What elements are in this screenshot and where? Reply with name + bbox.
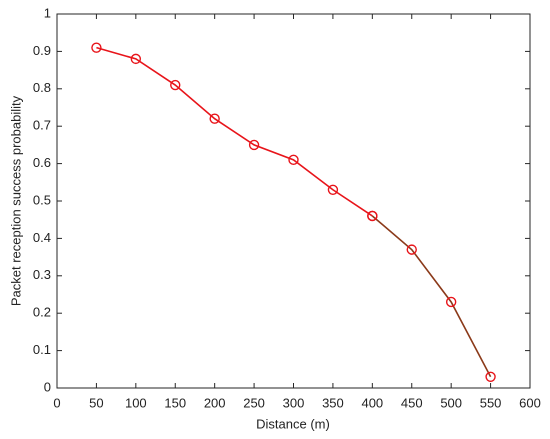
- y-axis-label: Packet reception success probability: [8, 95, 23, 306]
- data-marker: [130, 53, 142, 65]
- x-tick-label: 350: [322, 395, 344, 410]
- x-axis-label: Distance (m): [256, 416, 330, 431]
- x-tick-label: 100: [125, 395, 147, 410]
- x-tick-label: 450: [401, 395, 423, 410]
- plot-frame: [56, 13, 531, 389]
- x-tick-label: 50: [89, 395, 103, 410]
- data-marker: [406, 244, 417, 255]
- y-tick-label: 0.3: [33, 267, 51, 282]
- x-tick-label: 150: [164, 395, 186, 410]
- x-tick-label: 400: [361, 395, 383, 410]
- y-tick-label: 1: [44, 5, 51, 20]
- y-tick-label: 0.7: [33, 118, 51, 133]
- data-marker: [170, 79, 181, 91]
- data-marker: [327, 184, 339, 195]
- data-marker: [445, 296, 457, 308]
- data-marker: [248, 139, 260, 151]
- y-tick-label: 0.8: [33, 80, 51, 95]
- x-tick-label: 550: [480, 395, 502, 410]
- data-marker: [91, 42, 102, 53]
- x-tick-label: 250: [243, 395, 265, 410]
- x-tick-label: 200: [204, 395, 226, 410]
- data-line: [371, 215, 492, 378]
- y-tick-label: 0.6: [33, 155, 51, 170]
- x-tick-label: 0: [53, 395, 60, 410]
- x-tick-label: 600: [519, 395, 541, 410]
- y-tick-label: 0.5: [33, 192, 51, 207]
- y-tick-label: 0: [44, 379, 51, 394]
- data-marker: [288, 154, 299, 166]
- data-marker: [485, 371, 496, 382]
- y-tick-label: 0.9: [33, 43, 51, 58]
- y-tick-label: 0.4: [33, 230, 51, 245]
- data-line: [96, 46, 373, 217]
- y-tick-label: 0.2: [33, 305, 51, 320]
- data-marker: [209, 113, 220, 124]
- y-tick-label: 0.1: [33, 342, 51, 357]
- data-marker: [367, 210, 378, 222]
- x-tick-label: 500: [440, 395, 462, 410]
- x-tick-label: 300: [283, 395, 305, 410]
